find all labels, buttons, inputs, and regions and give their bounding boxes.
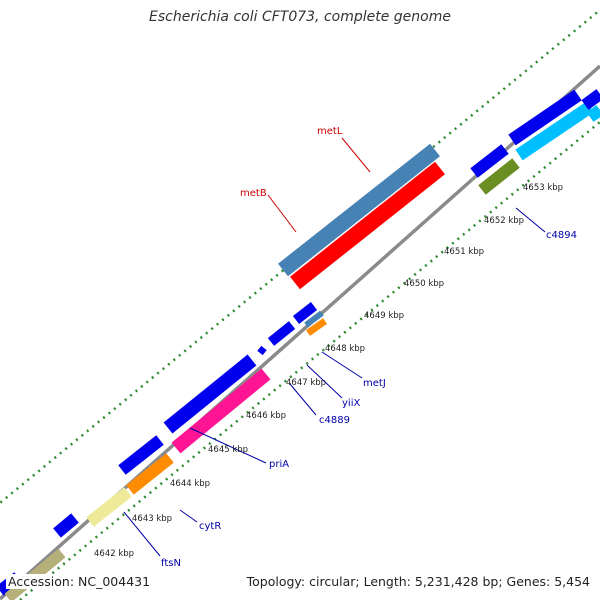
leader-yiiX	[306, 364, 343, 399]
scale-tick-label: 4642 kbp	[94, 549, 134, 559]
feature-4	[86, 487, 132, 527]
feature-13	[292, 302, 318, 324]
cytR-gene	[126, 453, 174, 495]
leader-metL	[341, 137, 371, 173]
leader-metB	[267, 194, 297, 233]
feature-6	[118, 435, 164, 475]
feature-8	[163, 354, 257, 434]
leader-priA	[189, 427, 267, 464]
genome-summary: Topology: circular; Length: 5,231,428 bp…	[244, 574, 592, 589]
gene-label-priA: priA	[269, 459, 289, 470]
feature-12	[304, 310, 324, 328]
scale-tick-label: 4644 kbp	[170, 479, 210, 489]
ftsN-gene	[53, 513, 79, 538]
scale-tick-label: 4647 kbp	[286, 378, 326, 388]
leader-c4889	[289, 383, 317, 416]
map-title: Escherichia coli CFT073, complete genome	[149, 9, 451, 25]
feature-21	[586, 105, 600, 122]
leader-c4894	[515, 207, 546, 233]
leader-cytR	[179, 509, 198, 523]
gene-label-c4889: c4889	[319, 415, 350, 426]
gene-label-metL: metL	[317, 126, 343, 137]
scale-tick-label: 4646 kbp	[246, 411, 286, 421]
gene-label-metJ: metJ	[363, 378, 386, 389]
c4889-gene	[257, 345, 267, 356]
feature-16	[470, 144, 509, 178]
leader-metJ	[321, 351, 363, 379]
scale-tick-label: 4645 kbp	[208, 445, 248, 455]
metJ-gene	[305, 318, 328, 336]
leader-ftsN	[123, 511, 161, 557]
feature-20	[581, 89, 600, 110]
scale-tick-label: 4649 kbp	[364, 311, 404, 321]
outer-tick-ring	[0, 9, 600, 505]
priA-gene	[171, 368, 271, 454]
metL-gene	[278, 143, 440, 277]
inner-tick-ring	[19, 121, 600, 600]
scale-tick-label: 4653 kbp	[523, 183, 563, 193]
gene-label-yiiX: yiiX	[342, 398, 360, 409]
scale-tick-label: 4648 kbp	[325, 344, 365, 354]
gene-label-c4894: c4894	[546, 230, 577, 241]
yiiX-gene	[267, 321, 296, 346]
gene-label-cytR: cytR	[199, 521, 221, 532]
accession-label: Accession: NC_004431	[6, 574, 153, 589]
scale-tick-label: 4651 kbp	[444, 247, 484, 257]
gene-label-ftsN: ftsN	[161, 558, 181, 569]
feature-18	[508, 89, 582, 146]
feature-19	[515, 101, 594, 161]
scale-tick-label: 4643 kbp	[132, 514, 172, 524]
metB-gene	[290, 161, 445, 290]
c4894-gene	[478, 158, 520, 195]
scale-tick-label: 4650 kbp	[404, 279, 444, 289]
gene-label-metB: metB	[240, 188, 267, 199]
scale-tick-label: 4652 kbp	[484, 216, 524, 226]
